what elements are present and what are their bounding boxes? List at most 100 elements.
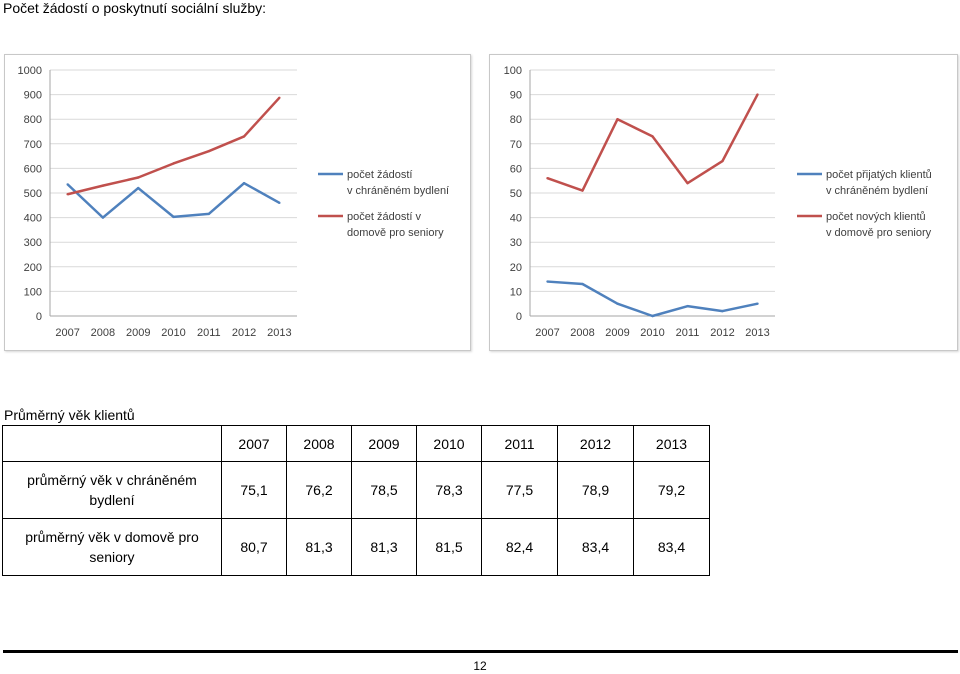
y-tick-label: 800: [24, 114, 42, 126]
data-point: [137, 176, 140, 179]
table-cell: 82,4: [481, 518, 558, 576]
table-cell: 75,1: [221, 461, 287, 519]
data-point: [207, 212, 210, 216]
legend-label: domově pro seniory: [347, 227, 444, 239]
y-tick-label: 10: [510, 286, 522, 298]
series-line: [547, 280, 758, 318]
table-cell: 76,2: [286, 461, 352, 519]
ages-section-title: Průměrný věk klientů: [4, 407, 135, 423]
y-tick-label: 50: [510, 188, 522, 200]
x-tick-label: 2012: [710, 327, 734, 339]
y-tick-label: 40: [510, 213, 522, 225]
data-point: [137, 186, 140, 190]
x-tick-label: 2012: [232, 327, 256, 339]
table-cell: 81,3: [286, 518, 352, 576]
legend-label: počet přijatých klientů: [826, 169, 932, 181]
y-tick-label: 600: [24, 163, 42, 175]
table-cell: 77,5: [481, 461, 558, 519]
ages-table: 2007 2008 2009 2010 2011 2012 2013 průmě…: [2, 425, 710, 576]
table-cell: 79,2: [633, 461, 710, 519]
x-tick-label: 2010: [640, 327, 664, 339]
x-tick-label: 2013: [267, 327, 291, 339]
table-cell: 80,7: [221, 518, 287, 576]
y-tick-label: 80: [510, 114, 522, 126]
x-tick-label: 2009: [605, 327, 629, 339]
year-header: 2009: [351, 425, 417, 462]
row-label: průměrný věk v chráněném bydlení: [2, 461, 222, 519]
ages-table-corner: [2, 425, 222, 462]
data-point: [651, 314, 654, 318]
year-header: 2011: [481, 425, 558, 462]
x-tick-label: 2011: [197, 327, 221, 339]
x-tick-label: 2010: [161, 327, 185, 339]
data-point: [278, 96, 281, 99]
data-point: [721, 159, 724, 163]
y-tick-label: 900: [24, 90, 42, 102]
table-cell: 81,5: [416, 518, 482, 576]
data-point: [616, 118, 619, 121]
table-row: průměrný věk v chráněném bydlení 75,1 76…: [2, 461, 710, 519]
y-tick-label: 100: [24, 286, 42, 298]
data-point: [101, 216, 105, 219]
row-label: průměrný věk v domově pro seniory: [2, 518, 222, 576]
series-line: [66, 181, 280, 219]
data-point: [581, 189, 584, 192]
data-point: [207, 149, 210, 153]
x-tick-label: 2007: [535, 327, 559, 339]
data-point: [278, 201, 281, 205]
data-point: [66, 193, 69, 196]
legend-label: v chráněném bydlení: [347, 185, 449, 197]
legend-label: v domově pro seniory: [826, 227, 932, 239]
y-tick-label: 0: [516, 311, 522, 323]
y-tick-label: 500: [24, 188, 42, 200]
series-line: [67, 96, 281, 196]
ages-table-header-row: 2007 2008 2009 2010 2011 2012 2013: [2, 425, 710, 462]
data-point: [686, 304, 689, 308]
table-cell: 78,9: [557, 461, 634, 519]
y-tick-label: 20: [510, 262, 522, 274]
legend-label: počet nových klientů: [826, 211, 926, 223]
y-tick-label: 70: [510, 139, 522, 151]
legend-label: počet žádostí v: [347, 211, 421, 223]
y-tick-label: 1000: [18, 65, 42, 77]
data-point: [616, 302, 619, 305]
table-cell: 83,4: [633, 518, 710, 576]
x-tick-label: 2009: [126, 327, 150, 339]
clients-chart-svg: 0 10 20 30 40 50 60 70 80 90 100 2007 2008 2009 2010 20…: [504, 65, 932, 339]
table-cell: 81,3: [351, 518, 417, 576]
data-point: [651, 135, 654, 138]
table-cell: 83,4: [557, 518, 634, 576]
year-header: 2010: [416, 425, 482, 462]
x-tick-label: 2007: [55, 327, 79, 339]
data-point: [756, 302, 759, 305]
x-tick-label: 2013: [745, 327, 769, 339]
requests-chart-svg: 0 100 200 300 400 500 600 700 800 900 1000 2007 2008…: [18, 65, 450, 339]
data-point: [546, 280, 549, 283]
data-point: [721, 309, 724, 313]
clients-chart: 0 10 20 30 40 50 60 70 80 90 100 2007 2008 2009 2010 20…: [489, 54, 958, 351]
year-header: 2013: [633, 425, 710, 462]
year-header: 2007: [221, 425, 287, 462]
y-tick-label: 60: [510, 163, 522, 175]
y-tick-label: 90: [510, 90, 522, 102]
page-heading: Počet žádostí o poskytnutí sociální služ…: [3, 0, 267, 16]
x-tick-label: 2008: [570, 327, 594, 339]
year-header: 2012: [557, 425, 634, 462]
legend-label: počet žádostí: [347, 169, 412, 181]
data-point: [66, 183, 69, 186]
page-number: 12: [473, 659, 487, 673]
data-point: [242, 135, 246, 138]
year-header: 2008: [286, 425, 352, 462]
data-point: [242, 181, 246, 185]
table-row: průměrný věk v domově pro seniory 80,7 8…: [2, 518, 710, 576]
requests-chart: 0 100 200 300 400 500 600 700 800 900 1000 2007 2008…: [4, 54, 471, 351]
legend-label: v chráněném bydlení: [826, 185, 928, 197]
y-tick-label: 200: [24, 262, 42, 274]
table-cell: 78,5: [351, 461, 417, 519]
y-tick-label: 30: [510, 237, 522, 249]
x-tick-label: 2011: [676, 327, 700, 339]
y-tick-label: 400: [24, 213, 42, 225]
y-tick-label: 0: [36, 311, 42, 323]
data-point: [172, 162, 175, 165]
data-point: [546, 177, 549, 180]
